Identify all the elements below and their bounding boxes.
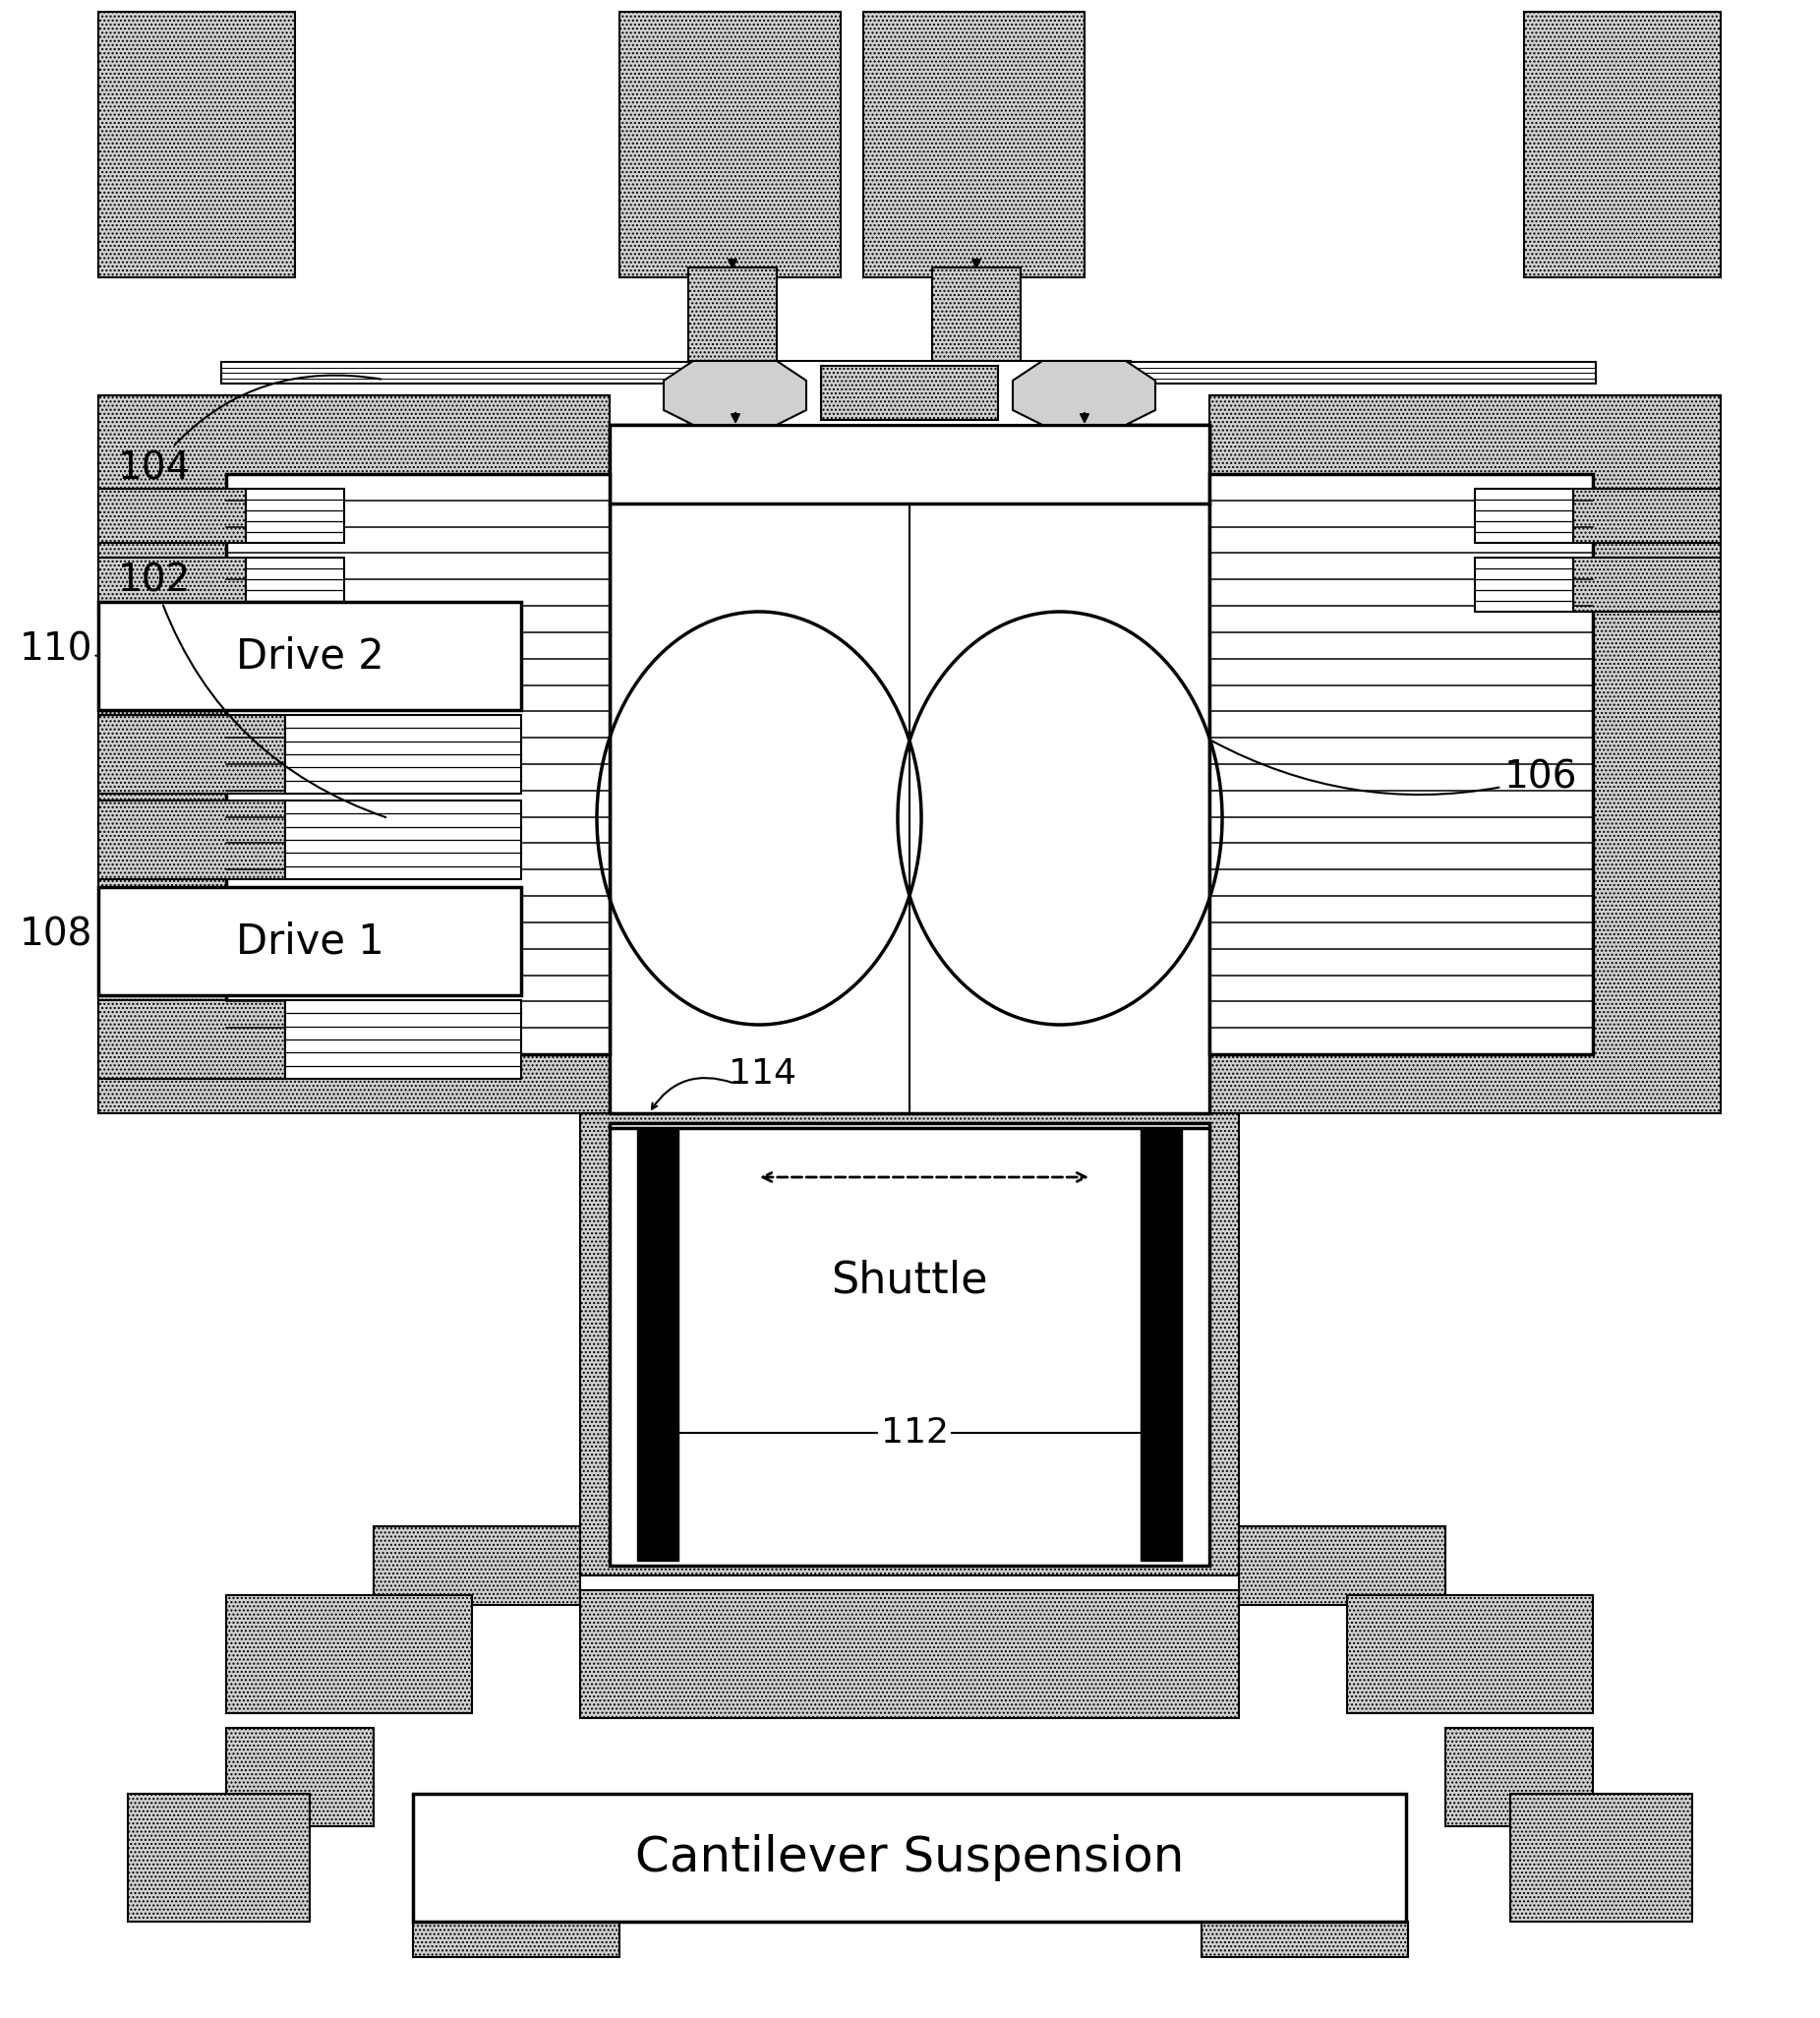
Bar [1523, 12, 1720, 276]
Bar [1141, 1128, 1181, 1560]
Bar [581, 1590, 1239, 1717]
Bar [1210, 396, 1720, 1114]
Bar [373, 1526, 581, 1604]
Bar [932, 268, 1021, 365]
Bar [226, 1594, 471, 1713]
Text: Shuttle: Shuttle [832, 1259, 988, 1302]
Bar [226, 474, 610, 1053]
Bar [1474, 488, 1572, 543]
Bar [98, 557, 246, 611]
Bar [863, 12, 1085, 276]
Bar [127, 1794, 309, 1921]
Bar [610, 426, 1210, 1114]
Text: 112: 112 [881, 1417, 948, 1449]
Bar [98, 801, 286, 880]
Bar [222, 361, 693, 383]
Bar [581, 1114, 1239, 1576]
Bar [98, 488, 246, 543]
Bar [98, 396, 610, 1114]
Bar [1474, 557, 1572, 611]
Bar [1239, 1526, 1445, 1604]
Bar [246, 488, 344, 543]
Bar [688, 268, 777, 365]
Bar [98, 714, 286, 793]
Polygon shape [1012, 361, 1156, 426]
Bar [1572, 488, 1720, 543]
Bar [98, 1001, 286, 1080]
Text: 110: 110 [20, 632, 98, 668]
Text: Cantilever Suspension: Cantilever Suspension [635, 1834, 1185, 1881]
Text: Drive 2: Drive 2 [235, 636, 384, 676]
Polygon shape [664, 361, 806, 426]
Bar [286, 801, 521, 880]
Bar [637, 1128, 679, 1560]
Bar [619, 12, 841, 276]
Bar [1347, 1594, 1592, 1713]
Text: 114: 114 [728, 1057, 795, 1090]
Bar [688, 361, 1130, 426]
Bar [226, 1727, 373, 1826]
Text: 102: 102 [118, 563, 386, 817]
Bar [1572, 557, 1720, 611]
Text: 104: 104 [118, 375, 380, 486]
Text: 106: 106 [1212, 741, 1578, 797]
Text: Drive 1: Drive 1 [235, 920, 384, 963]
Text: 108: 108 [20, 916, 98, 955]
Bar [1511, 1794, 1693, 1921]
Bar [1210, 474, 1592, 1053]
Bar [610, 1124, 1210, 1566]
Bar [610, 426, 1210, 504]
Bar [821, 365, 997, 420]
Bar [286, 714, 521, 793]
Bar [286, 1001, 521, 1080]
Bar [98, 601, 521, 710]
Bar [413, 1921, 619, 1957]
Bar [1445, 1727, 1592, 1826]
Bar [246, 557, 344, 611]
Bar [1201, 1921, 1409, 1957]
Bar [1125, 361, 1596, 383]
Bar [413, 1794, 1407, 1921]
Bar [98, 888, 521, 995]
Bar [98, 12, 295, 276]
